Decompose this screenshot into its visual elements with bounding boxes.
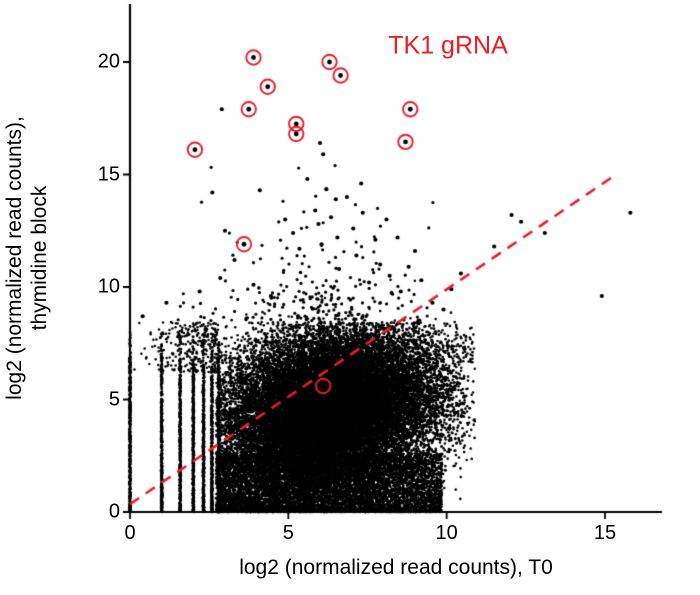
x-axis-label: log2 (normalized read counts), T0 xyxy=(239,556,553,579)
y-tick-label: 10 xyxy=(97,275,120,298)
x-tick-label: 5 xyxy=(282,522,294,544)
y-axis-label: log2 (normalized read counts), thymidine… xyxy=(2,116,52,400)
y-tick-label: 20 xyxy=(97,50,120,73)
y-tick-label: 15 xyxy=(97,163,120,185)
highlight-annotation-label: TK1 gRNA xyxy=(388,31,508,60)
y-axis-label-line2: thymidine block xyxy=(28,185,51,331)
y-tick-label: 0 xyxy=(108,500,120,523)
y-axis-label-line1: log2 (normalized read counts), xyxy=(2,116,26,400)
x-tick-label: 0 xyxy=(124,522,136,544)
x-tick-label: 10 xyxy=(435,522,458,544)
x-tick-label: 15 xyxy=(593,522,617,544)
y-tick-label: 5 xyxy=(108,388,120,410)
